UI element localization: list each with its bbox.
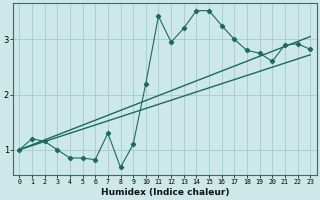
X-axis label: Humidex (Indice chaleur): Humidex (Indice chaleur) (100, 188, 229, 197)
